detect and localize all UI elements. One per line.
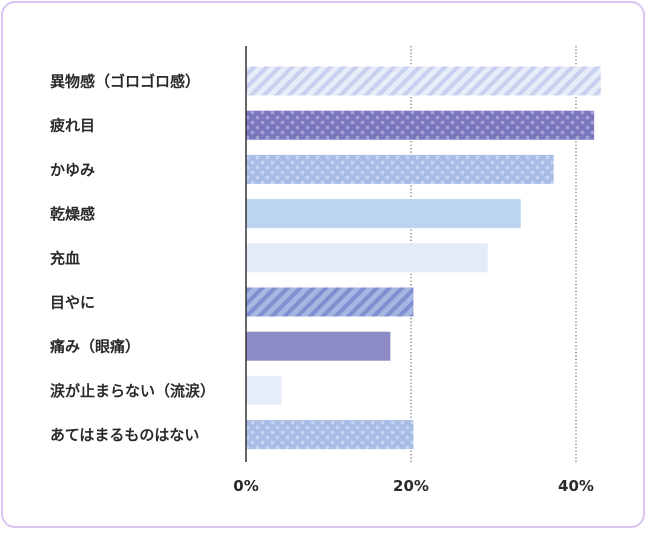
- bar-2: [246, 154, 554, 184]
- category-label-7: 涙が止まらない（流涙）: [50, 382, 215, 400]
- bar-4: [246, 243, 488, 273]
- bar-6: [246, 331, 391, 361]
- bar-3: [246, 199, 521, 229]
- category-label-6: 痛み（眼痛）: [49, 338, 140, 356]
- category-label-4: 充血: [50, 249, 80, 267]
- category-label-5: 目やに: [50, 294, 95, 312]
- category-label-0: 異物感（ゴロゴロ感）: [50, 73, 200, 91]
- bar-7: [246, 375, 282, 405]
- category-label-8: あてはまるものはない: [50, 426, 199, 444]
- tick-label-20: 20%: [393, 477, 429, 495]
- tick-label-40: 40%: [558, 477, 594, 495]
- category-label-3: 乾燥感: [50, 205, 95, 223]
- category-label-2: かゆみ: [50, 161, 95, 179]
- bar-8: [246, 420, 414, 450]
- category-label-1: 疲れ目: [50, 117, 95, 135]
- bar-5: [246, 287, 414, 317]
- bar-0: [246, 66, 601, 96]
- bar-1: [246, 110, 595, 140]
- tick-label-0: 0%: [233, 477, 258, 495]
